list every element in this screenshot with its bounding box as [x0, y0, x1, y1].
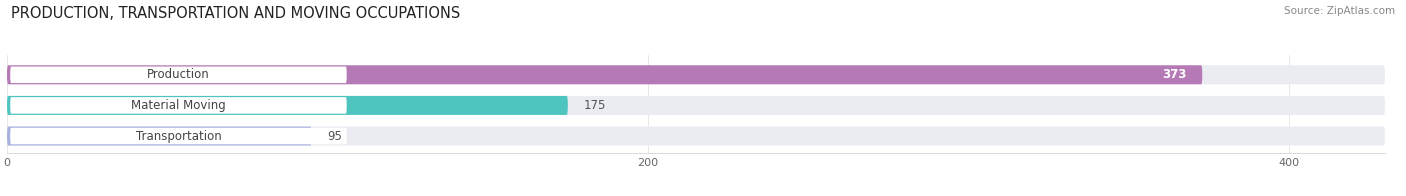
Text: Production: Production [148, 68, 209, 81]
FancyBboxPatch shape [7, 127, 312, 145]
FancyBboxPatch shape [10, 66, 347, 83]
FancyBboxPatch shape [7, 96, 568, 115]
FancyBboxPatch shape [7, 65, 1202, 84]
FancyBboxPatch shape [7, 65, 1385, 84]
Text: Transportation: Transportation [135, 130, 221, 142]
Text: 95: 95 [328, 130, 342, 142]
Text: PRODUCTION, TRANSPORTATION AND MOVING OCCUPATIONS: PRODUCTION, TRANSPORTATION AND MOVING OC… [11, 6, 461, 21]
Text: 373: 373 [1161, 68, 1187, 81]
Text: 175: 175 [583, 99, 606, 112]
Text: Source: ZipAtlas.com: Source: ZipAtlas.com [1284, 6, 1395, 16]
FancyBboxPatch shape [10, 97, 347, 114]
FancyBboxPatch shape [7, 96, 1385, 115]
FancyBboxPatch shape [10, 128, 347, 144]
Text: Material Moving: Material Moving [131, 99, 226, 112]
FancyBboxPatch shape [7, 127, 1385, 145]
